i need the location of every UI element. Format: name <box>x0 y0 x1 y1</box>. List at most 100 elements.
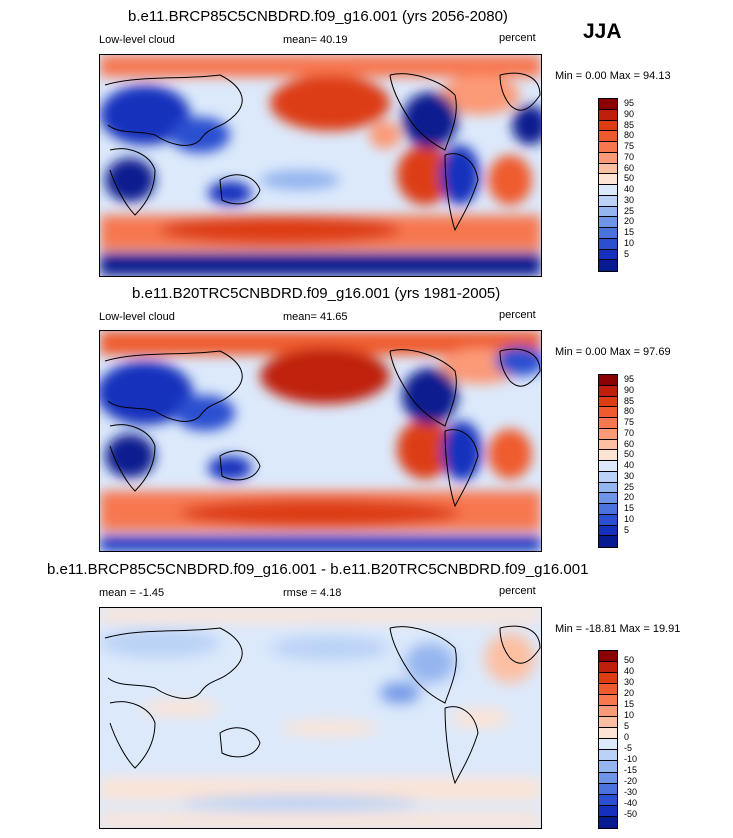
panel3-colorbar-tick: -20 <box>624 776 638 786</box>
panel1-colorbar-tick: 20 <box>624 216 635 226</box>
panel1-colorbar <box>598 98 618 272</box>
panel2-colorbar-tick: 75 <box>624 417 635 427</box>
panel1-colorbar-bin <box>599 195 617 207</box>
panel1-colorbar-bin <box>599 99 617 110</box>
panel2-colorbar-bin <box>599 493 617 504</box>
panel1-colorbar-bin <box>599 152 617 164</box>
panel1-colorbar-bin <box>599 249 617 261</box>
season-label: JJA <box>583 20 622 43</box>
panel3-colorbar-tick: -30 <box>624 787 638 797</box>
panel2-colorbar-bin <box>599 375 617 386</box>
panel2-colorbar-bin <box>599 418 617 429</box>
panel1-colorbar-tick: 85 <box>624 120 635 130</box>
panel1-colorbar-tick: 40 <box>624 184 635 194</box>
panel3-mean-label: mean = -1.45 <box>99 587 165 599</box>
panel1-colorbar-bin <box>599 109 617 121</box>
panel3-colorbar-tick: -10 <box>624 754 638 764</box>
panel3-colorbar <box>598 650 618 829</box>
panel2-colorbar-bin <box>599 439 617 451</box>
panel1-colorbar-tick: 10 <box>624 238 635 248</box>
panel1-colorbar-tick: 50 <box>624 173 635 183</box>
panel3-colorbar-bin <box>599 816 617 828</box>
panel1-colorbar-bin <box>599 163 617 175</box>
panel2-colorbar-bin <box>599 536 617 547</box>
panel2-colorbar-bin <box>599 428 617 440</box>
panel1-colorbar-bin <box>599 228 617 239</box>
panel3-colorbar-tick: 5 <box>624 721 630 731</box>
panel2-colorbar-bin <box>599 504 617 515</box>
panel1-colorbar-bin <box>599 260 617 271</box>
panel3-colorbar-tick: 15 <box>624 699 635 709</box>
panel1-colorbar-tick: 60 <box>624 163 635 173</box>
panel2-colorbar-tick: 90 <box>624 385 635 395</box>
panel2-variable-label: Low-level cloud <box>99 311 175 323</box>
panel3-title: b.e11.BRCP85C5CNBDRD.f09_g16.001 - b.e11… <box>47 561 589 578</box>
panel1-colorbar-bin <box>599 174 617 185</box>
panel1-colorbar-bin <box>599 206 617 218</box>
panel3-colorbar-bin <box>599 662 617 674</box>
panel3-minmax-label: Min = -18.81 Max = 19.91 <box>555 623 681 635</box>
panel2-colorbar-tick: 10 <box>624 514 635 524</box>
panel3-colorbar-bin <box>599 717 617 729</box>
panel2-map <box>99 330 542 552</box>
panel3-units-label: percent <box>499 585 536 597</box>
panel2-minmax-label: Min = 0.00 Max = 97.69 <box>555 346 671 358</box>
panel1-map <box>99 54 542 277</box>
panel3-colorbar-bin <box>599 739 617 751</box>
panel3-colorbar-tick: 50 <box>624 655 635 665</box>
panel3-colorbar-bin <box>599 750 617 762</box>
panel2-colorbar-tick: 15 <box>624 503 635 513</box>
panel2-colorbar-bin <box>599 471 617 483</box>
panel3-colorbar-bin <box>599 706 617 718</box>
panel1-colorbar-bin <box>599 120 617 132</box>
panel1-colorbar-tick: 95 <box>624 98 635 108</box>
panel2-mean-label: mean= 41.65 <box>283 311 348 323</box>
panel2-colorbar-tick: 20 <box>624 492 635 502</box>
panel3-colorbar-tick: 20 <box>624 688 635 698</box>
panel3-colorbar-bin <box>599 783 617 795</box>
panel3-colorbar-bin <box>599 651 617 663</box>
panel3-colorbar-bin <box>599 794 617 806</box>
panel1-colorbar-tick: 5 <box>624 249 630 259</box>
panel3-rmse-label: rmse = 4.18 <box>283 587 342 599</box>
panel3-colorbar-bin <box>599 761 617 773</box>
panel3-colorbar-bin <box>599 805 617 817</box>
panel3-colorbar-bin <box>599 684 617 696</box>
panel1-title: b.e11.BRCP85C5CNBDRD.f09_g16.001 (yrs 20… <box>128 8 508 25</box>
panel1-colorbar-bin <box>599 131 617 142</box>
panel2-colorbar-bin <box>599 450 617 461</box>
panel3-colorbar-tick: -15 <box>624 765 638 775</box>
panel2-units-label: percent <box>499 309 536 321</box>
panel3-colorbar-tick: 40 <box>624 666 635 676</box>
panel3-colorbar-tick: -5 <box>624 743 633 753</box>
panel1-colorbar-tick: 30 <box>624 195 635 205</box>
panel3-colorbar-bin <box>599 673 617 685</box>
panel1-variable-label: Low-level cloud <box>99 34 175 46</box>
panel3-colorbar-tick: 0 <box>624 732 630 742</box>
panel1-colorbar-tick: 70 <box>624 152 635 162</box>
panel1-colorbar-bin <box>599 185 617 196</box>
panel3-colorbar-bin <box>599 728 617 740</box>
panel1-colorbar-tick: 75 <box>624 141 635 151</box>
panel1-colorbar-tick: 80 <box>624 130 635 140</box>
panel2-colorbar-bin <box>599 461 617 472</box>
panel2-colorbar-tick: 50 <box>624 449 635 459</box>
panel1-colorbar-bin <box>599 217 617 228</box>
panel1-mean-label: mean= 40.19 <box>283 34 348 46</box>
panel1-colorbar-bin <box>599 142 617 153</box>
panel1-minmax-label: Min = 0.00 Max = 94.13 <box>555 70 671 82</box>
panel2-colorbar-tick: 40 <box>624 460 635 470</box>
panel2-colorbar-bin <box>599 482 617 494</box>
panel3-colorbar-tick: -40 <box>624 798 638 808</box>
panel3-colorbar-tick: 30 <box>624 677 635 687</box>
panel2-colorbar-tick: 95 <box>624 374 635 384</box>
panel1-units-label: percent <box>499 32 536 44</box>
panel1-colorbar-bin <box>599 238 617 250</box>
panel2-colorbar-tick: 25 <box>624 482 635 492</box>
panel2-colorbar-bin <box>599 525 617 537</box>
panel2-colorbar-bin <box>599 407 617 418</box>
panel2-colorbar-tick: 80 <box>624 406 635 416</box>
panel2-colorbar-tick: 60 <box>624 439 635 449</box>
panel2-colorbar-tick: 70 <box>624 428 635 438</box>
panel1-colorbar-tick: 15 <box>624 227 635 237</box>
